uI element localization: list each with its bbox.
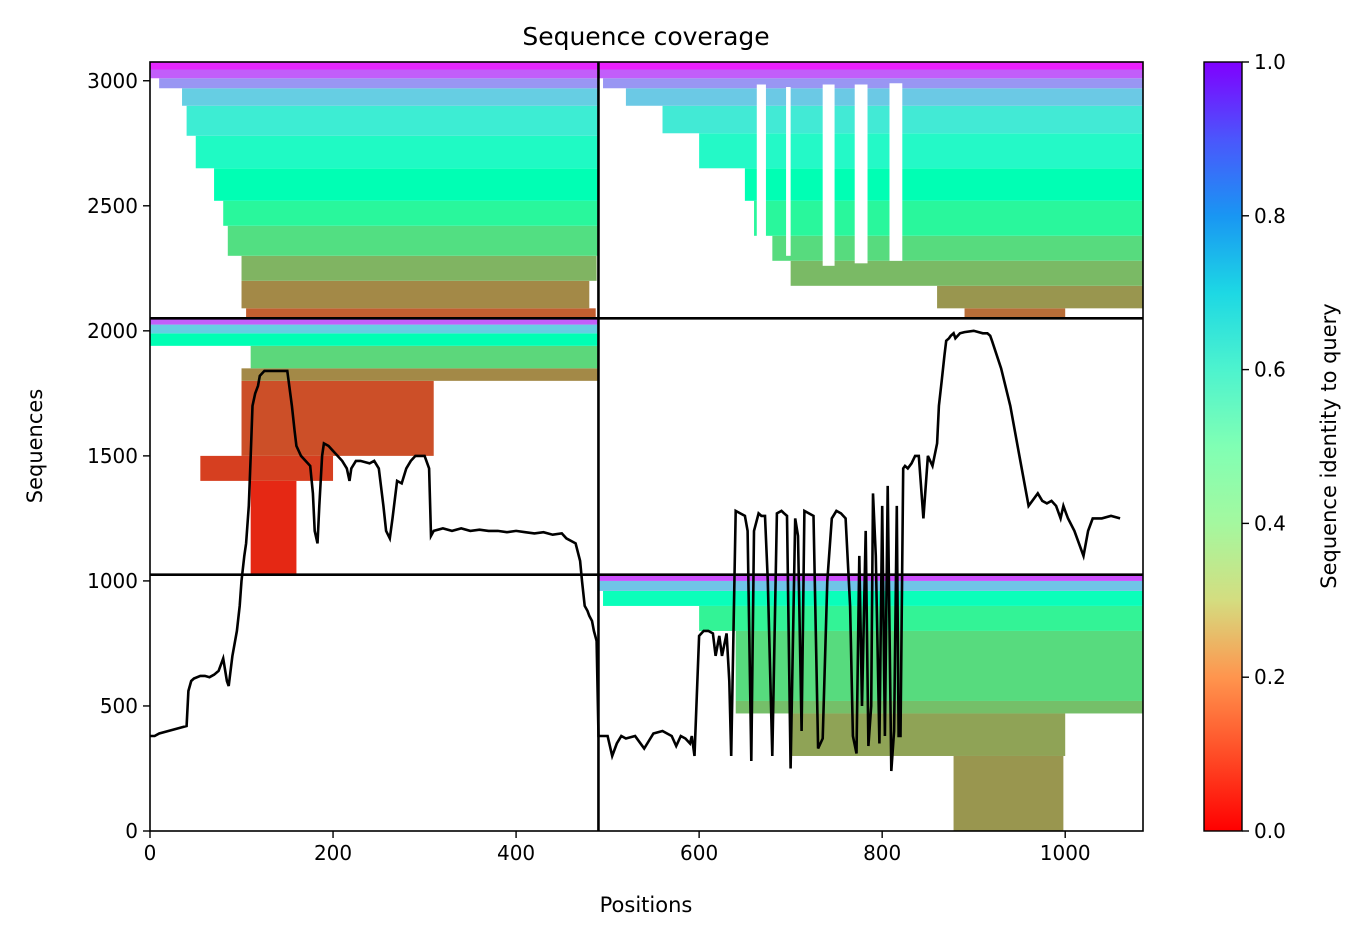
coverage-gap [822,84,835,266]
colorbar-label: Sequence identity to query [1317,303,1341,588]
coverage-band [214,168,599,201]
x-tick-label: 600 [680,841,718,865]
plot-frame [149,61,1144,832]
coverage-gap [889,83,903,261]
y-axis: 0 500 1000 1500 2000 2500 3000 [87,69,150,843]
coverage-gap [854,84,868,264]
coverage-band [150,69,599,79]
coverage-band [790,713,1066,756]
coverage-band [150,318,599,325]
x-tick-label: 400 [497,841,535,865]
y-tick-label: 3000 [87,69,138,93]
coverage-band [223,200,599,226]
coverage-band [598,69,1143,79]
x-tick-label: 0 [144,841,157,865]
coverage-band [598,574,1143,581]
colorbar-tick-label: 1.0 [1254,50,1286,74]
coverage-band [735,700,1143,714]
coverage-band [159,78,599,89]
colorbar [1203,61,1243,832]
coverage-band [790,260,1143,286]
coverage-band [250,480,297,575]
coverage-band [699,605,1143,631]
coverage-band [241,380,434,456]
y-tick-label: 500 [100,694,138,718]
coverage-band [625,88,1143,106]
coverage-band [200,455,334,481]
x-axis: 0 200 400 600 800 1000 [144,831,1091,865]
coverage-band [937,285,1143,309]
coverage-band [662,105,1143,134]
coverage-band [150,62,599,70]
coverage-band [186,105,599,136]
colorbar-tick-label: 0.2 [1254,665,1286,689]
coverage-band [241,280,590,309]
y-tick-label: 2500 [87,194,138,218]
coverage-gap [786,87,791,256]
coverage-band [598,580,1143,591]
coverage-band [603,78,1143,89]
coverage-band [246,308,596,319]
coverage-band [953,755,1064,831]
coverage-band [598,62,1143,70]
coverage-band [241,368,599,381]
coverage-band [744,168,1143,201]
colorbar-ticks: 0.0 0.2 0.4 0.6 0.8 1.0 [1242,50,1286,843]
colorbar-tick-label: 0.0 [1254,819,1286,843]
coverage-gap [756,84,766,271]
x-tick-label: 800 [863,841,901,865]
x-tick-label: 1000 [1040,841,1091,865]
coverage-band [964,308,1066,319]
coverage-band [182,88,599,106]
x-tick-label: 200 [314,841,352,865]
colorbar-tick-label: 0.4 [1254,511,1286,535]
coverage-band [754,200,1143,236]
coverage-band [699,133,1143,169]
coverage-band [735,630,1143,701]
x-axis-label: Positions [600,893,693,917]
y-axis-label: Sequences [23,389,47,504]
coverage-band [227,225,599,256]
coverage-heatmap [150,62,1143,831]
colorbar-tick-label: 0.8 [1254,204,1286,228]
y-tick-label: 2000 [87,319,138,343]
coverage-band [241,255,597,281]
chart-title: Sequence coverage [522,22,769,51]
coverage-band [250,345,599,369]
coverage-band [150,324,599,334]
y-tick-label: 0 [125,819,138,843]
y-tick-label: 1500 [87,444,138,468]
y-tick-label: 1000 [87,569,138,593]
coverage-band [195,135,599,169]
coverage-band [150,333,599,346]
colorbar-tick-label: 0.6 [1254,358,1286,382]
coverage-line [150,329,1121,772]
